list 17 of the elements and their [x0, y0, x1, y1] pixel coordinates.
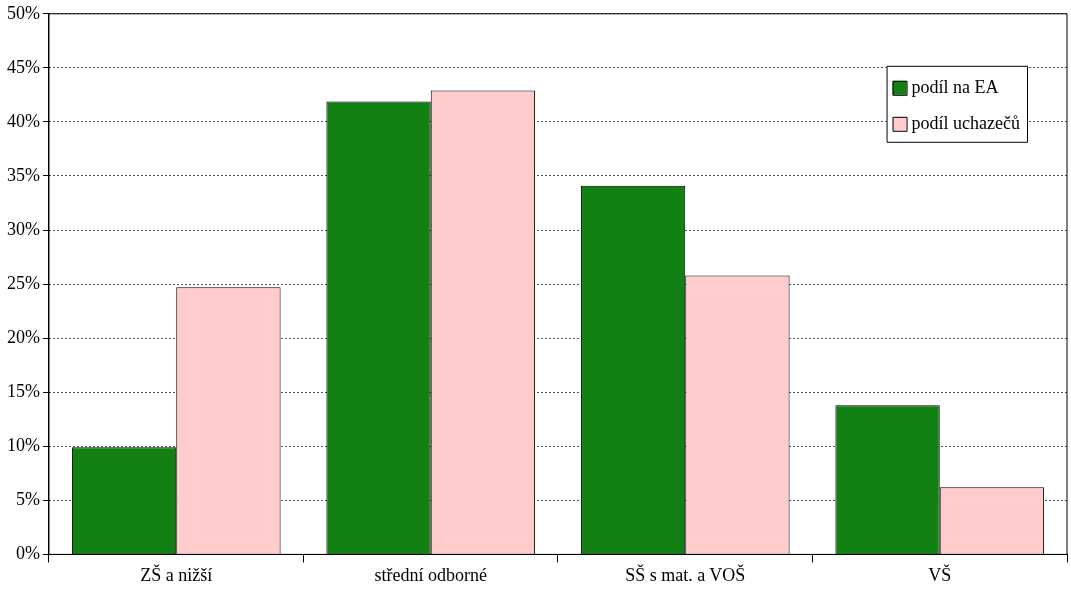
- legend-label: podíl uchazečů: [911, 112, 1020, 133]
- y-tick-label: 30%: [6, 218, 40, 239]
- y-tick-label: 40%: [6, 110, 40, 131]
- y-tick-label: 15%: [6, 380, 40, 401]
- y-tick-label: 50%: [6, 2, 40, 23]
- x-tick-label: VŠ: [928, 563, 952, 585]
- y-tick-label: 20%: [6, 326, 40, 347]
- y-tick-label: 10%: [6, 435, 40, 456]
- x-tick-label: střední odborné: [374, 564, 487, 585]
- x-tick-label: SŠ s mat. a VOŠ: [625, 563, 746, 585]
- y-tick-label: 25%: [6, 272, 40, 293]
- y-tick-label: 45%: [6, 56, 40, 77]
- legend-label: podíl na EA: [911, 76, 999, 97]
- y-tick-label: 35%: [6, 164, 40, 185]
- y-tick-label: 5%: [15, 489, 40, 510]
- x-tick-label: ZŠ a nižší: [140, 563, 213, 585]
- y-tick-label: 0%: [15, 543, 40, 564]
